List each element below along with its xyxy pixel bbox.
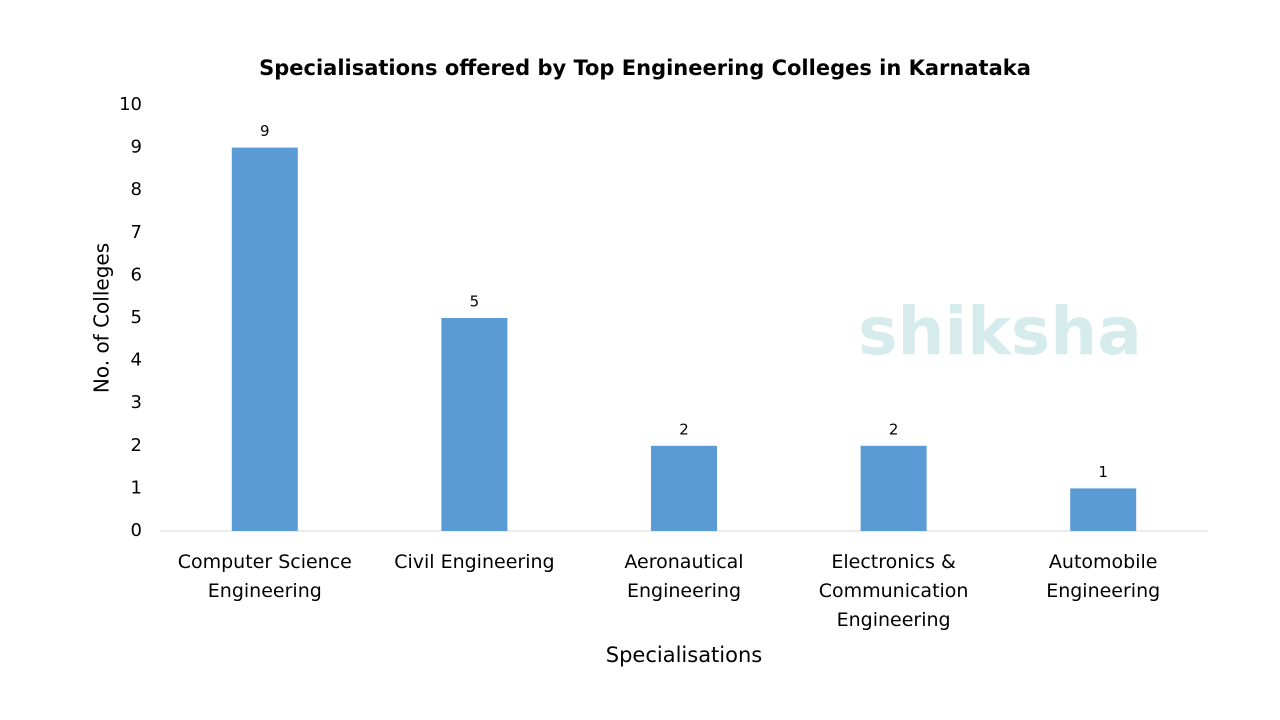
x-tick-label: Automobile Engineering — [1046, 551, 1161, 602]
y-tick-label: 4 — [131, 350, 142, 371]
y-axis-label: No. of Colleges — [90, 243, 114, 393]
y-tick-label: 8 — [131, 179, 142, 200]
x-tick-label: Civil Engineering — [394, 551, 555, 573]
bar — [651, 445, 717, 531]
value-label: 2 — [679, 420, 689, 438]
y-tick-label: 2 — [131, 435, 142, 456]
watermark: shiksha — [858, 293, 1142, 370]
x-tick-label: Aeronautical Engineering — [624, 551, 744, 602]
y-tick-label: 5 — [131, 307, 142, 328]
y-tick-label: 7 — [131, 222, 142, 243]
bar — [231, 147, 298, 531]
y-tick-label: 0 — [131, 520, 142, 541]
value-label: 9 — [260, 122, 270, 140]
x-tick-label: Computer Science Engineering — [177, 551, 352, 602]
value-label: 1 — [1098, 463, 1108, 481]
x-tick-label: Electronics & Communication Engineering — [818, 551, 969, 631]
x-axis-label: Specialisations — [606, 643, 762, 667]
bar — [860, 445, 927, 531]
y-tick-label: 1 — [131, 477, 142, 498]
y-tick-label: 3 — [131, 392, 142, 413]
bar — [1070, 488, 1137, 531]
value-label: 2 — [889, 420, 899, 438]
y-tick-label: 10 — [119, 94, 142, 115]
value-label: 5 — [470, 293, 480, 311]
bar — [441, 318, 508, 531]
chart-title: Specialisations offered by Top Engineeri… — [259, 56, 1031, 80]
y-tick-label: 6 — [131, 264, 142, 285]
y-tick-label: 9 — [131, 137, 142, 158]
